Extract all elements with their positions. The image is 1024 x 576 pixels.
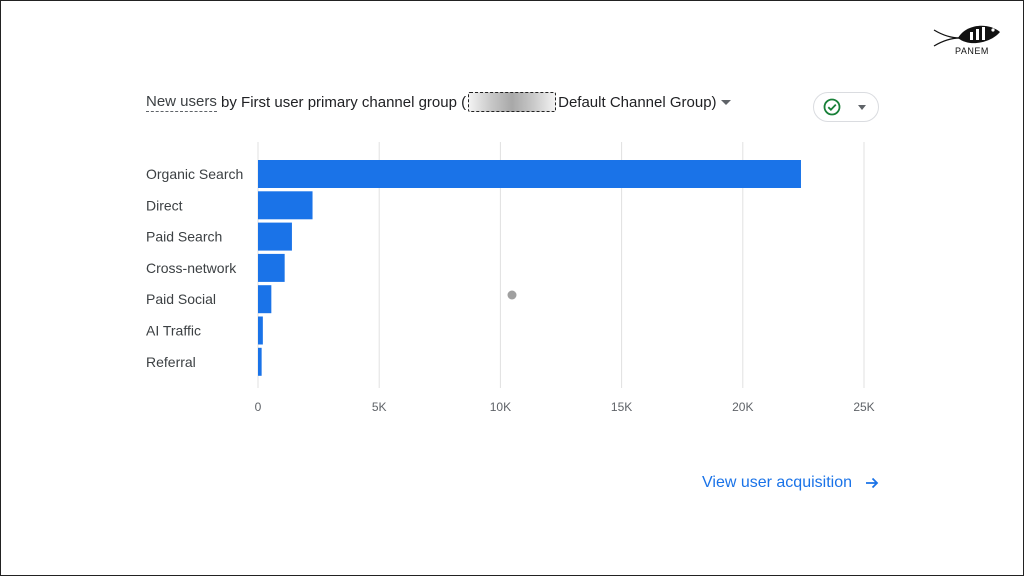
bar[interactable] xyxy=(258,347,262,376)
arrow-right-icon xyxy=(866,477,879,489)
x-tick-label: 15K xyxy=(611,400,632,414)
category-label: Referral xyxy=(146,354,196,370)
bar[interactable] xyxy=(258,160,801,188)
redacted-region xyxy=(468,92,557,112)
category-label: Paid Social xyxy=(146,291,216,307)
compare-dropdown-button[interactable] xyxy=(813,92,879,122)
view-user-acquisition-link[interactable]: View user acquisition xyxy=(702,474,880,492)
bar[interactable] xyxy=(258,191,313,220)
chevron-down-icon xyxy=(858,104,866,110)
x-tick-label: 10K xyxy=(490,400,511,414)
x-tick-label: 5K xyxy=(372,400,387,414)
category-label: Cross-network xyxy=(146,260,237,276)
category-label: Organic Search xyxy=(146,166,243,182)
check-circle-icon xyxy=(823,98,841,116)
metric-selector[interactable]: New users xyxy=(146,92,217,112)
bar[interactable] xyxy=(258,285,272,314)
dimension-dropdown-caret-icon[interactable] xyxy=(720,99,731,105)
x-tick-label: 25K xyxy=(853,400,874,414)
logo-text: PANEM xyxy=(955,46,989,56)
bar[interactable] xyxy=(258,316,263,345)
x-tick-label: 0 xyxy=(255,400,262,414)
bar[interactable] xyxy=(258,253,285,282)
category-label: Paid Search xyxy=(146,229,222,245)
bar[interactable] xyxy=(258,222,292,251)
category-label: AI Traffic xyxy=(146,323,201,339)
view-link-label: View user acquisition xyxy=(702,474,853,491)
cursor-dot xyxy=(507,290,517,300)
title-mid-text: by First user primary channel group ( xyxy=(216,93,467,111)
card-title: New users by First user primary channel … xyxy=(146,92,731,112)
category-label: Direct xyxy=(146,197,183,213)
fish-logo-icon xyxy=(933,25,1000,47)
title-end-text: Default Channel Group) xyxy=(558,93,717,111)
x-tick-label: 20K xyxy=(732,400,753,414)
